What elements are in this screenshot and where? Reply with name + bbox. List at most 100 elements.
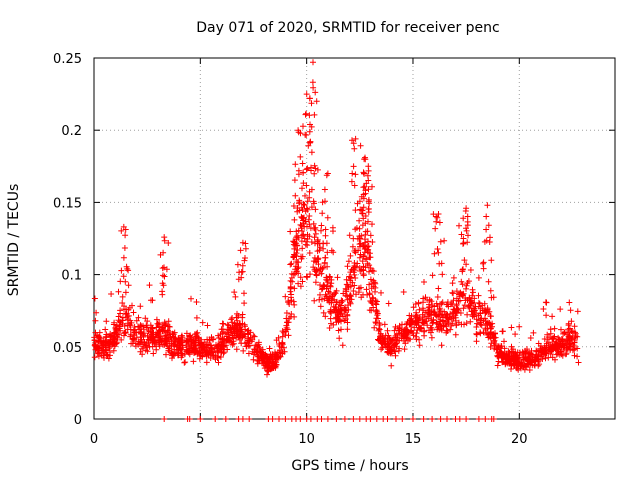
data-point (514, 365, 520, 372)
data-point (482, 315, 488, 322)
data-point (444, 416, 450, 422)
data-point (370, 283, 377, 290)
data-point (365, 246, 372, 253)
data-point (314, 256, 321, 263)
data-point (263, 355, 270, 362)
data-point (530, 329, 537, 336)
data-point (282, 326, 289, 333)
data-point (312, 230, 319, 237)
data-point (384, 335, 391, 342)
data-point (324, 277, 331, 284)
data-point (477, 317, 484, 323)
data-point (450, 315, 457, 322)
data-point (315, 261, 322, 268)
data-point (428, 334, 435, 341)
data-point (456, 222, 462, 229)
data-point (369, 221, 375, 228)
data-point (152, 334, 159, 341)
data-point (94, 350, 101, 357)
data-point (480, 260, 486, 267)
data-point (96, 345, 103, 352)
data-point (483, 213, 490, 220)
data-point (525, 356, 532, 363)
data-point (365, 186, 372, 193)
data-point (410, 304, 417, 311)
data-point (163, 351, 169, 358)
data-point (298, 238, 305, 245)
data-point (126, 304, 133, 311)
data-point (241, 290, 247, 297)
data-point (121, 245, 128, 251)
data-point (473, 324, 480, 330)
data-point (320, 309, 327, 316)
data-point (333, 416, 340, 422)
data-point (376, 325, 382, 332)
data-point (360, 195, 367, 202)
data-point (130, 327, 137, 334)
data-point (487, 344, 494, 350)
data-point (247, 334, 254, 341)
data-point (367, 416, 374, 422)
data-point (565, 333, 572, 340)
data-point (348, 178, 355, 185)
data-point (96, 338, 102, 345)
data-point (463, 320, 470, 327)
data-point (302, 208, 309, 215)
data-point (299, 185, 305, 192)
data-point (345, 302, 351, 309)
data-point (322, 254, 329, 261)
data-point (490, 334, 497, 341)
data-point (443, 323, 450, 330)
data-point (288, 270, 295, 277)
data-point (438, 322, 445, 329)
data-point (460, 235, 467, 242)
data-point (369, 183, 375, 190)
data-point (320, 240, 327, 247)
data-point (306, 194, 313, 201)
data-point (155, 329, 161, 336)
data-point (92, 346, 99, 353)
data-point (310, 264, 317, 271)
data-point (365, 196, 372, 203)
data-point (571, 352, 578, 359)
data-point (519, 348, 526, 355)
data-point (312, 89, 319, 96)
data-point (110, 347, 117, 354)
data-point (168, 340, 175, 347)
data-point (349, 137, 355, 144)
data-point (458, 291, 465, 298)
data-point (308, 239, 315, 245)
data-point (464, 213, 471, 220)
data-point (466, 294, 473, 301)
data-point (485, 222, 492, 229)
data-point (362, 220, 369, 227)
data-point (276, 341, 283, 347)
data-point (169, 350, 176, 357)
data-point (380, 341, 387, 348)
data-point (402, 326, 409, 333)
data-point (221, 336, 228, 343)
data-point (103, 334, 110, 341)
data-point (322, 198, 328, 205)
data-point (351, 145, 358, 152)
data-point (237, 333, 244, 339)
data-point (227, 325, 234, 332)
data-point (228, 338, 235, 345)
data-point (495, 358, 502, 365)
data-point (319, 265, 326, 272)
data-point (484, 202, 491, 209)
data-point (376, 326, 383, 333)
data-point (512, 331, 519, 338)
data-point (361, 183, 368, 190)
data-point (119, 300, 126, 306)
data-point (475, 416, 482, 422)
data-point (137, 303, 144, 310)
data-point (449, 280, 456, 287)
data-point (310, 59, 316, 66)
data-point (188, 295, 194, 302)
data-point (242, 255, 248, 261)
data-point (432, 225, 439, 232)
data-point (145, 340, 152, 347)
data-point (242, 245, 249, 252)
